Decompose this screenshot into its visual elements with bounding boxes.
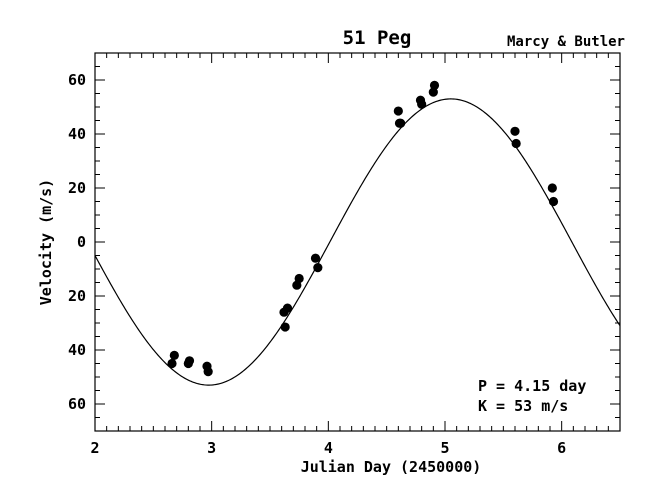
data-point	[294, 273, 304, 284]
data-point	[429, 80, 440, 90]
data-point	[511, 138, 521, 149]
data-point	[417, 99, 427, 109]
y-tick-label: 0	[77, 233, 86, 251]
x-tick-label: 4	[324, 439, 333, 457]
data-point	[169, 350, 179, 360]
y-axis-label: Velocity (m/s)	[37, 179, 55, 305]
data-point	[313, 263, 323, 273]
y-tick-label: 20	[68, 287, 86, 305]
y-tick-label: 60	[68, 395, 86, 413]
y-tick-label: 40	[68, 341, 86, 359]
data-point	[548, 196, 559, 207]
x-tick-label: 2	[90, 439, 99, 457]
data-point	[510, 126, 520, 136]
chart-credit: Marcy & Butler	[507, 34, 625, 50]
fit-curve	[94, 98, 621, 386]
x-tick-label: 3	[207, 439, 216, 457]
data-point	[280, 322, 290, 332]
data-point	[282, 303, 293, 313]
y-tick-label: 60	[68, 71, 86, 89]
data-point	[203, 367, 213, 377]
data-point	[393, 106, 403, 116]
period-annotation: P = 4.15 day	[478, 377, 586, 395]
data-point	[396, 118, 406, 128]
x-axis-label: Julian Day (2450000)	[301, 458, 482, 476]
amplitude-annotation: K = 53 m/s	[478, 397, 568, 415]
axis-ticks	[94, 52, 621, 432]
x-tick-label: 6	[557, 439, 566, 457]
x-tick-label: 5	[440, 439, 449, 457]
plot-frame	[94, 52, 621, 432]
y-tick-label: 40	[68, 125, 86, 143]
data-point	[184, 356, 195, 366]
data-point	[167, 358, 177, 369]
axis-tick-labels: 2 3 4 5 6 60 40 20 0 20 40 60	[68, 71, 566, 457]
data-point	[310, 253, 321, 263]
chart-title: 51 Peg	[343, 27, 412, 49]
y-tick-label: 20	[68, 179, 86, 197]
data-points	[167, 80, 559, 377]
data-point	[547, 183, 557, 193]
